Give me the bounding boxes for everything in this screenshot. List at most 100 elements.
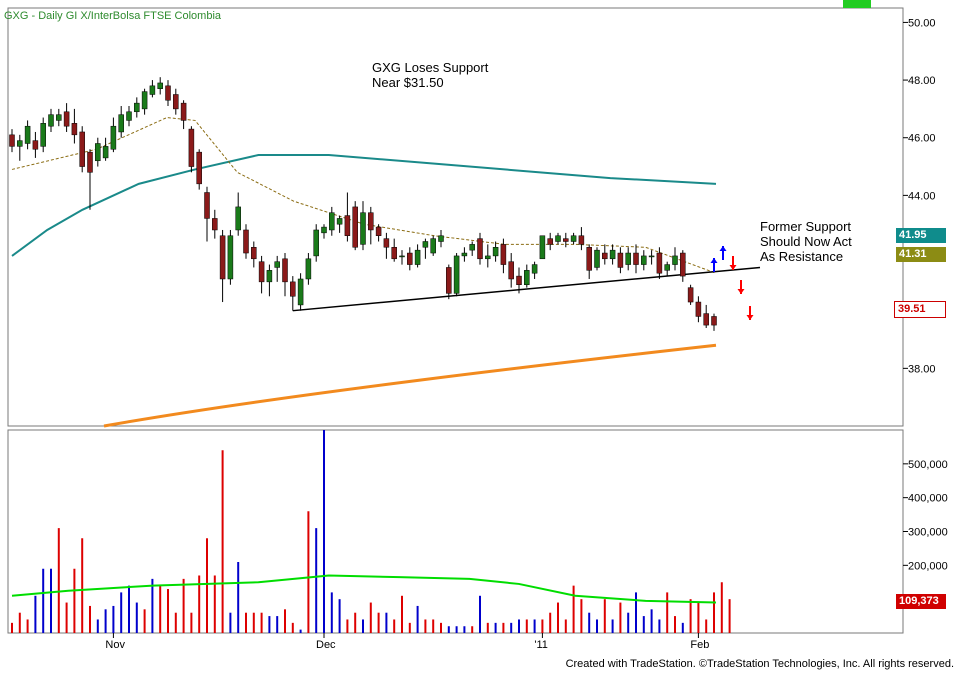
ema20-price-tag: 41.31: [896, 247, 946, 262]
candle-body: [399, 255, 405, 258]
candle-body: [227, 235, 234, 280]
candle-body: [63, 111, 70, 127]
candle-body: [524, 270, 530, 285]
price-tick-label: 44.00: [908, 190, 936, 202]
note-line-3: As Resistance: [760, 249, 844, 264]
candle-body: [539, 235, 546, 260]
volume-average-line: [11, 574, 717, 604]
candle-body: [672, 255, 678, 265]
price-tick-label: 46.00: [908, 133, 936, 145]
top-marker: [843, 0, 871, 8]
candle-body: [711, 316, 717, 326]
price-tick-label: 48.00: [908, 75, 936, 87]
candle-body: [586, 247, 592, 271]
candle-body: [56, 114, 62, 121]
candle-body: [87, 151, 93, 173]
candle-body: [469, 244, 475, 251]
candle-body: [531, 264, 538, 274]
candle-body: [235, 206, 241, 231]
candle-body: [305, 258, 312, 280]
candle-body: [485, 255, 491, 260]
candle-body: [126, 111, 132, 121]
ema20-line: [11, 117, 717, 274]
candle-body: [352, 206, 358, 248]
up-arrow-head: [719, 246, 727, 251]
candle-body: [157, 82, 163, 89]
candle-body: [414, 249, 421, 265]
candle-body: [110, 125, 117, 150]
down-arrow-head: [746, 315, 754, 320]
candle-body: [9, 134, 15, 147]
candle-body: [368, 212, 374, 231]
candle-body: [188, 128, 195, 167]
candle-body: [336, 218, 343, 225]
candle-body: [508, 261, 514, 280]
chart-title: GXG - Daily GI X/InterBolsa FTSE Colombi…: [4, 10, 222, 22]
sma50-line: [11, 154, 717, 257]
sma200-line: [103, 343, 717, 428]
candle-body: [165, 85, 171, 101]
headline-line-2: Near $31.50: [372, 75, 444, 90]
candle-body: [641, 255, 647, 265]
candle-body: [602, 252, 608, 260]
down-arrow-head: [729, 265, 737, 270]
candle-body: [625, 252, 631, 265]
candle-body: [555, 235, 561, 242]
candle-body: [258, 261, 265, 283]
candle-body: [609, 249, 616, 260]
candle-body: [321, 226, 327, 234]
candle-body: [180, 102, 187, 121]
volume-tick-label: 400,000: [908, 493, 948, 505]
candle-body: [297, 278, 304, 306]
candle-body: [461, 252, 468, 257]
candle-body: [438, 235, 444, 242]
candle-body: [578, 235, 585, 245]
volume-tick-label: 200,000: [908, 560, 948, 572]
up-arrow-head: [710, 258, 718, 263]
candle-body: [40, 123, 46, 147]
candle-body: [391, 247, 397, 260]
candle-body: [563, 238, 569, 242]
candle-body: [547, 238, 553, 245]
x-tick-label: Dec: [316, 639, 336, 651]
candle-body: [95, 143, 101, 162]
candle-body: [17, 140, 23, 147]
candle-body: [407, 252, 413, 265]
candle-body: [329, 212, 335, 231]
candle-body: [204, 192, 210, 219]
candle-body: [664, 264, 670, 271]
candle-body: [453, 255, 460, 294]
candle-body: [687, 287, 694, 303]
candle-body: [274, 261, 280, 268]
note-line-1: Former Support: [760, 219, 852, 234]
last-price-tag: 39.51: [894, 301, 946, 318]
candle-body: [290, 281, 296, 297]
candle-body: [118, 114, 124, 133]
price-tick-label: 38.00: [908, 363, 936, 375]
candle-body: [79, 131, 85, 167]
candle-body: [375, 226, 382, 236]
candle-body: [594, 249, 600, 268]
volume-panel-frame: [7, 429, 904, 634]
candle-body: [570, 235, 577, 242]
candle-body: [32, 140, 39, 150]
candle-body: [24, 125, 31, 144]
candle-body: [656, 252, 663, 274]
candle-body: [516, 275, 522, 285]
candle-body: [430, 238, 436, 254]
candle-body: [102, 146, 109, 159]
headline-annotation: GXG Loses Support Near $31.50: [372, 60, 488, 90]
candle-body: [173, 94, 179, 110]
candle-body: [477, 238, 483, 260]
volume-tag: 109,373: [896, 594, 946, 609]
note-line-2: Should Now Act: [760, 234, 852, 249]
candle-body: [422, 241, 429, 248]
candle-body: [196, 151, 202, 185]
candle-body: [680, 252, 686, 277]
candle-body: [446, 267, 452, 294]
price-tick-label: 50.00: [908, 17, 936, 29]
candle-body: [703, 313, 709, 326]
sma50-price-tag: 41.95: [896, 228, 946, 243]
candle-body: [48, 114, 54, 127]
